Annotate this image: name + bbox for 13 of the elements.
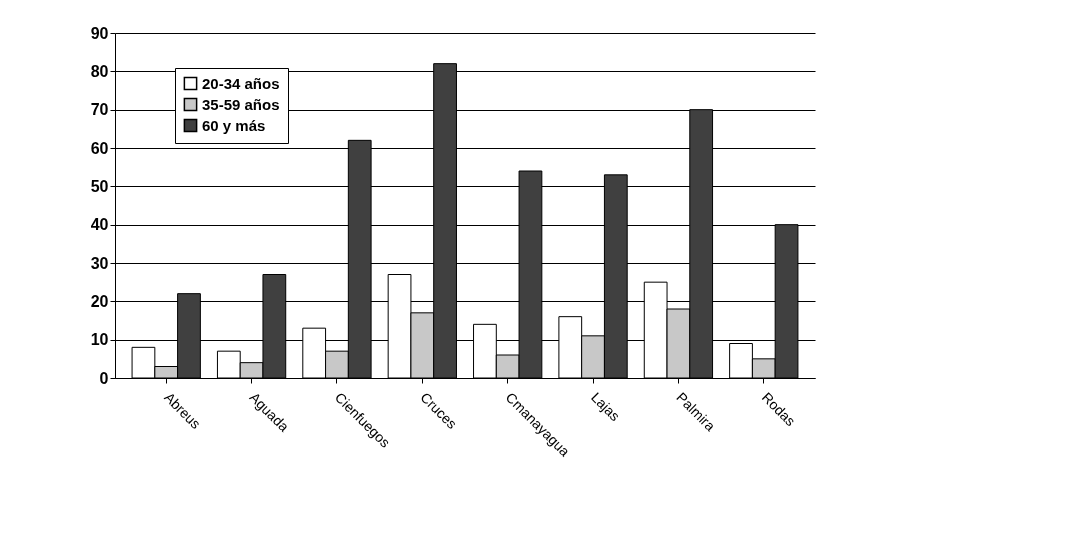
y-tick-label: 70 (90, 101, 109, 119)
y-tick-label: 90 (90, 24, 109, 42)
y-tick-label: 50 (90, 177, 109, 195)
y-tick-label: 20 (90, 292, 109, 310)
legend-label: 35-59 años (202, 95, 280, 113)
legend-label: 20-34 años (202, 74, 280, 92)
y-tick-label: 80 (90, 62, 109, 80)
y-tick-label: 30 (90, 254, 109, 272)
y-tick-label: 60 (90, 139, 109, 157)
y-tick-label: 40 (90, 216, 109, 234)
legend-label: 60 y más (202, 116, 266, 134)
y-tick-label: 0 (99, 369, 109, 387)
y-tick-label: 10 (90, 331, 109, 349)
